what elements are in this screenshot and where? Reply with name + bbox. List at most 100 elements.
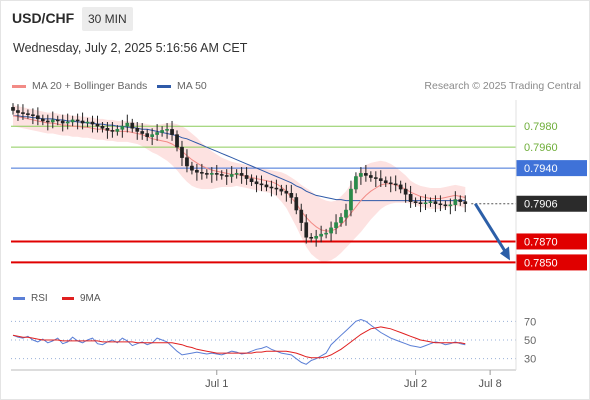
symbol-title: USD/CHF [12, 10, 75, 26]
candle-body [105, 128, 110, 131]
candle-body [115, 129, 120, 132]
current-price-label: 0.7906 [524, 199, 558, 211]
ma50-swatch [157, 84, 171, 88]
candle-body [50, 119, 55, 123]
candle-body [279, 188, 284, 192]
candle-body [125, 122, 130, 127]
rsi-swatch [13, 297, 25, 300]
candle-body [254, 181, 259, 185]
candle-body [36, 115, 40, 120]
candle-body [234, 173, 239, 175]
level-label-box-4 [516, 254, 587, 271]
ma50-legend-label: MA 50 [177, 80, 207, 92]
legend-ma50: MA 50 [157, 80, 207, 92]
candle-body [423, 202, 428, 204]
rsi-tick-label-2: 30 [524, 354, 536, 366]
candle-body [378, 178, 383, 181]
candle-body [354, 176, 358, 190]
candle-body [349, 188, 353, 211]
candle-body [373, 177, 378, 179]
candle-body [458, 199, 463, 202]
candle-body [284, 190, 289, 194]
candle-body [304, 222, 309, 238]
candle-body [130, 122, 135, 129]
candle-body [269, 186, 274, 189]
candle-body [274, 187, 279, 190]
candle-body [95, 123, 100, 127]
ma20-swatch [12, 84, 26, 88]
x-tick-label: Jul 1 [205, 378, 228, 390]
candle-body [65, 121, 70, 124]
rsi-9ma-line [12, 326, 466, 359]
candle-body [324, 232, 328, 235]
level-label-4: 0.7850 [524, 257, 558, 269]
candle-body [45, 120, 50, 123]
candle-body [160, 130, 164, 133]
candle-body [31, 114, 35, 116]
candle-body [413, 201, 418, 203]
candle-body [299, 209, 304, 223]
rsi-line [12, 318, 466, 365]
9ma-swatch [62, 297, 74, 300]
candle-body [438, 203, 443, 206]
candle-body [85, 121, 90, 124]
candle-body [398, 184, 403, 190]
timestamp: Wednesday, July 2, 2025 5:16:56 AM CET [13, 41, 248, 55]
candle-body [209, 173, 214, 175]
9ma-legend-label: 9MA [80, 293, 101, 304]
candle-body [314, 235, 319, 239]
candle-body [55, 119, 60, 122]
candle-body [364, 173, 368, 176]
candle-body [75, 119, 80, 122]
candle-body [309, 237, 314, 239]
candle-body [11, 107, 15, 111]
timeframe-button[interactable]: 30 MIN [82, 7, 133, 31]
forecast-arrow-shaft [473, 202, 509, 256]
candle-body [368, 175, 373, 178]
level-label-3: 0.7870 [524, 236, 558, 248]
candle-body [16, 110, 20, 113]
candle-body [259, 183, 264, 186]
candle-body [453, 199, 458, 206]
candle-body [463, 201, 468, 204]
candle-body [433, 201, 438, 204]
candle-body [224, 175, 229, 177]
candle-body [145, 133, 150, 137]
candle-body [359, 173, 363, 177]
copyright-text: Research © 2025 Trading Central [424, 80, 581, 92]
candle-body [393, 183, 398, 186]
rsi-tick-label-0: 70 [524, 316, 536, 328]
candle-body [264, 184, 269, 188]
candle-body [135, 128, 140, 132]
candle-body [140, 131, 145, 134]
candle-body [344, 209, 348, 218]
candle-body [239, 173, 244, 176]
candle-body [329, 227, 333, 234]
candle-body [249, 178, 254, 182]
candle-body [244, 175, 249, 179]
candle-body [170, 129, 174, 135]
candle-body [204, 173, 209, 175]
candle-body [155, 132, 159, 135]
forecast-arrow-head [500, 246, 510, 261]
candle-body [289, 193, 294, 198]
candle-body [383, 180, 388, 184]
candle-body [21, 112, 25, 114]
ma20-legend-label: MA 20 + Bollinger Bands [32, 80, 148, 92]
candle-body [175, 134, 179, 148]
level-label-1: 0.7960 [524, 142, 558, 154]
candle-body [200, 172, 204, 174]
candle-body [120, 125, 125, 130]
candle-body [110, 130, 115, 132]
candle-body [403, 188, 408, 195]
candle-body [70, 119, 75, 123]
legend-9ma: 9MA [62, 293, 101, 304]
candle-body [180, 146, 184, 158]
level-label-0: 0.7980 [524, 121, 558, 133]
candle-body [80, 120, 85, 124]
rsi-tick-label-1: 50 [524, 335, 536, 347]
candle-body [195, 169, 199, 173]
current-price-box [516, 195, 587, 212]
candle-body [26, 113, 30, 115]
